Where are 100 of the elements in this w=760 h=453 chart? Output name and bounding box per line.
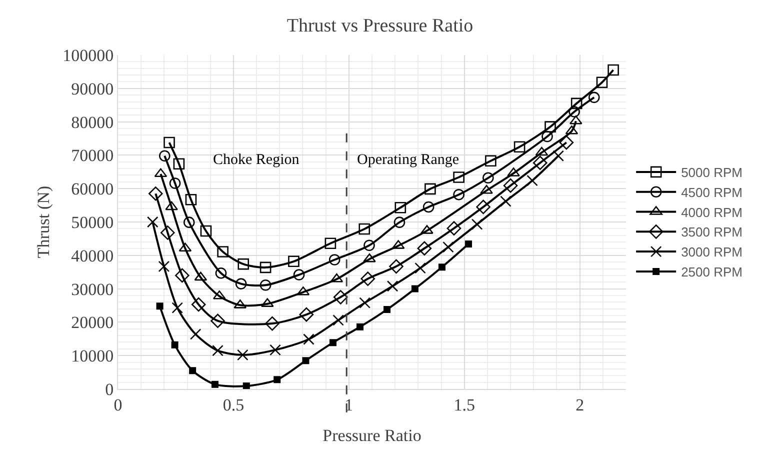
point xyxy=(438,264,446,271)
point xyxy=(185,194,197,206)
y-tick-label: 80000 xyxy=(71,112,114,132)
x-tick-label: 2 xyxy=(576,395,584,414)
point xyxy=(146,216,158,228)
point xyxy=(154,168,168,178)
point xyxy=(363,253,376,262)
point xyxy=(171,341,178,348)
point xyxy=(237,349,248,361)
point xyxy=(424,183,436,195)
point xyxy=(191,297,206,312)
chart-title: Thrust vs Pressure Ratio xyxy=(286,15,474,36)
point xyxy=(238,258,250,270)
point xyxy=(302,357,310,364)
point xyxy=(158,260,170,272)
point xyxy=(200,225,212,237)
point xyxy=(476,200,490,214)
point xyxy=(532,156,548,170)
point xyxy=(569,115,582,124)
point xyxy=(514,141,526,152)
point xyxy=(293,269,305,280)
point xyxy=(480,184,493,194)
point xyxy=(356,323,364,330)
point xyxy=(559,135,574,150)
x-axis-title: Pressure Ratio xyxy=(322,426,422,445)
point xyxy=(544,121,556,132)
point xyxy=(411,285,418,292)
point xyxy=(260,262,272,274)
point xyxy=(210,314,225,328)
point xyxy=(160,226,175,240)
point xyxy=(358,223,370,235)
point xyxy=(164,136,175,148)
point xyxy=(178,242,192,252)
legend-label: 2500 RPM xyxy=(681,264,742,280)
y-tick-label: 60000 xyxy=(71,180,114,199)
point xyxy=(215,267,227,279)
point xyxy=(542,130,553,142)
point xyxy=(453,172,464,183)
point xyxy=(270,344,281,356)
point xyxy=(212,344,224,356)
point xyxy=(482,172,494,184)
y-axis-title: Thrust (N) xyxy=(34,186,54,258)
point xyxy=(394,216,406,228)
point xyxy=(417,241,432,256)
point xyxy=(360,272,375,286)
x-tick-label: 1 xyxy=(344,395,354,414)
point xyxy=(183,216,195,228)
point xyxy=(324,238,336,250)
point xyxy=(148,186,163,201)
point xyxy=(588,92,600,104)
point xyxy=(158,150,170,162)
annotation: Choke Region xyxy=(213,152,300,168)
point xyxy=(274,376,281,384)
point xyxy=(329,339,336,346)
point xyxy=(330,273,344,282)
point xyxy=(211,380,218,388)
point xyxy=(364,240,375,252)
y-tick-label: 50000 xyxy=(71,212,114,232)
point xyxy=(389,259,404,274)
annotation: Operating Range xyxy=(357,152,460,168)
point xyxy=(394,202,406,214)
point xyxy=(165,201,178,210)
legend-label: 4000 RPM xyxy=(681,204,742,220)
point xyxy=(299,307,314,322)
legend-label: 4500 RPM xyxy=(681,184,742,200)
legend-label: 5000 RPM xyxy=(681,165,742,180)
point xyxy=(535,146,548,156)
point xyxy=(570,98,582,110)
point xyxy=(156,302,164,310)
y-tick-label: 0 xyxy=(105,380,114,399)
point xyxy=(503,178,518,193)
point xyxy=(446,221,462,236)
y-tick-label: 40000 xyxy=(71,246,114,266)
y-tick-label: 70000 xyxy=(71,146,114,166)
y-tick-label: 20000 xyxy=(71,313,114,332)
point xyxy=(242,382,250,389)
point xyxy=(217,246,228,258)
point xyxy=(175,268,190,283)
y-tick-label: 30000 xyxy=(71,280,114,299)
point xyxy=(422,201,434,213)
point xyxy=(596,76,608,88)
y-tick-label: 100000 xyxy=(62,46,114,65)
point xyxy=(189,367,196,374)
point xyxy=(194,272,208,281)
point xyxy=(485,155,496,167)
point xyxy=(265,316,280,331)
y-tick-label: 10000 xyxy=(71,346,114,366)
x-tick-label: 0.5 xyxy=(222,395,244,414)
point xyxy=(172,302,183,314)
legend-label: 3000 RPM xyxy=(681,244,742,260)
point xyxy=(169,178,181,189)
point xyxy=(333,290,348,304)
point xyxy=(260,279,272,291)
point xyxy=(173,158,185,170)
point xyxy=(384,306,391,314)
point xyxy=(288,256,300,268)
point xyxy=(453,188,464,200)
x-tick-label: 1.5 xyxy=(454,395,475,414)
point xyxy=(465,240,472,248)
legend-label: 3500 RPM xyxy=(681,224,742,240)
